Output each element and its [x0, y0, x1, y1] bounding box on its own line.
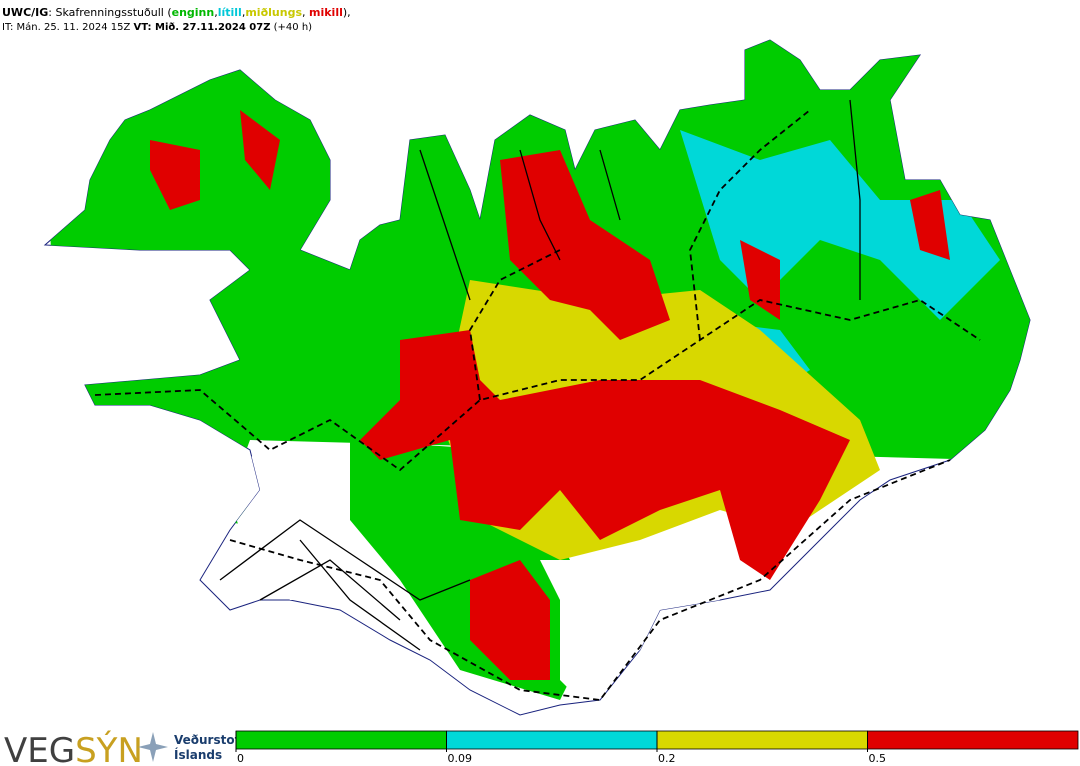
header-text: miðlungs [245, 6, 302, 19]
vedurstofa-name: Íslands [174, 747, 222, 762]
hazard-field [45, 40, 1030, 700]
colorbar-segment [656, 730, 868, 750]
header-text: , [302, 6, 309, 19]
header-text: ), [343, 6, 351, 19]
tick-label: 0.5 [869, 752, 887, 765]
header-text: , [242, 6, 246, 19]
vedurstofa-name: Veðurstofa [174, 733, 248, 747]
road [419, 99, 861, 301]
header-text: UWC/IG [2, 6, 48, 19]
logo-text: VEG [4, 731, 75, 766]
header-text: lítill [218, 6, 242, 19]
logo-text: SÝN [75, 730, 143, 766]
tick-label: 0.09 [448, 752, 473, 765]
title-line: UWC/IG: Skafrenningsstuðull (enginn,líti… [2, 6, 351, 19]
road [689, 109, 811, 341]
tick-label: 0 [237, 752, 244, 765]
road [219, 519, 471, 651]
map [43, 39, 1031, 716]
header-text: VT: Mið. 27.11.2024 07Z [134, 22, 271, 33]
header-text: (+40 h) [270, 22, 312, 33]
header-text: , [214, 6, 218, 19]
road [469, 249, 561, 401]
tick-label: 0.2 [658, 752, 676, 765]
vegsyn-logo: VEGSÝN [4, 730, 143, 766]
header-text: : Skafrenningsstuðull ( [48, 6, 171, 19]
subtitle-line: IT: Mán. 25. 11. 2024 15Z VT: Mið. 27.11… [2, 21, 312, 33]
header-text: enginn [172, 6, 215, 19]
header-text: mikill [309, 6, 343, 19]
colorbar-segment [867, 730, 1079, 750]
road [94, 299, 981, 472]
colorbar-segment [446, 730, 658, 750]
road [229, 459, 951, 701]
vedurstofa-icon [138, 732, 168, 762]
colorbar: 0 0.09 0.2 0.5 [235, 730, 1079, 765]
colorbar-segment [235, 730, 447, 750]
header-text: IT: Mán. 25. 11. 2024 15Z [2, 21, 134, 33]
